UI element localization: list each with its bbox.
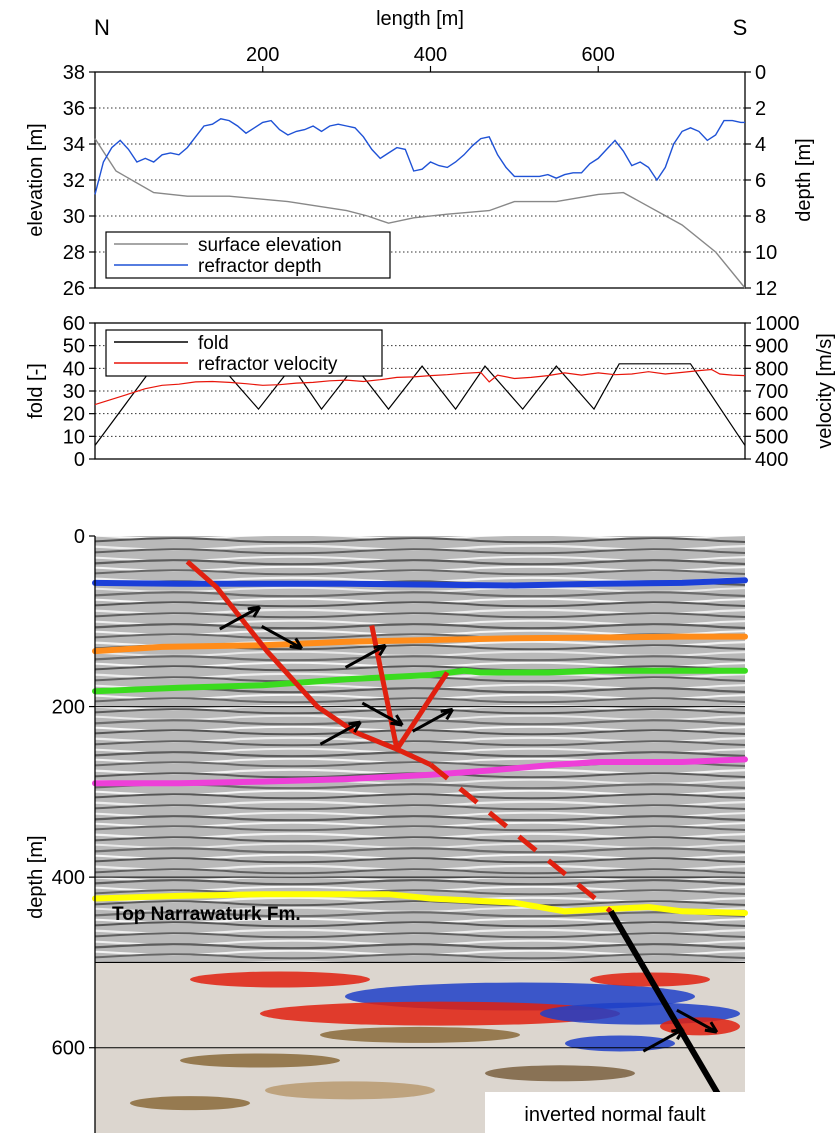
annotation-box [485,1092,745,1133]
y-tick-label-right: 1000 [755,313,800,335]
y-tick-label-left: 32 [63,170,85,192]
x-tick-label: 400 [414,44,447,66]
y-axis-title-left: fold [-] [25,363,47,419]
elevation-panel: 26 28 30 32 34 36 38 0 2 4 6 8 10 12 200 400 600 length [… [25,8,815,300]
y-axis-title-right: depth [m] [793,138,815,221]
series-line-refractor-depth [94,118,745,195]
y-axis-title-right: velocity [m/s] [814,333,836,449]
y-tick-label-left: 36 [63,98,85,120]
annotation-label: inverted normal fault [524,1104,706,1126]
shear-arrow [642,1027,685,1053]
y-tick-label-right: 6 [755,170,766,192]
seismic-image-upper [95,536,745,963]
x-tick-label: 600 [582,44,615,66]
main-fault-dashed [428,762,613,914]
y-axis-title-left: elevation [m] [25,123,47,236]
horizon-line [92,756,748,787]
y-tick-label-left: 50 [63,336,85,358]
seismic-amplitude-blob [485,1065,635,1082]
legend-label: refractor velocity [198,354,338,375]
y-tick-label-left: 40 [63,358,85,380]
seismic-amplitude-blob [260,1001,620,1026]
y-tick-label-left: 28 [63,242,85,264]
horizon-line [92,577,748,589]
y-tick-label-left: 30 [63,381,85,403]
horizon-line [92,667,748,695]
y-tick-label-right: 4 [755,134,766,156]
y-tick-label: 200 [52,697,85,719]
horizon-line [92,891,748,916]
legend-label: fold [198,333,229,354]
shear-arrow [676,1008,719,1034]
seismic-amplitude-blob [180,1053,340,1068]
shear-arrow [260,625,303,650]
y-tick-label: 0 [74,526,85,548]
y-tick-label-left: 34 [63,134,85,156]
y-tick-label-left: 60 [63,313,85,335]
north-label: N [94,15,110,40]
legend-label: surface elevation [198,235,342,256]
y-tick-label-right: 0 [755,62,766,84]
seismic-amplitude-blob [320,1026,520,1043]
y-tick-label-right: 400 [755,449,788,471]
shear-arrow [411,707,454,733]
horizon-label: Top Narrawaturk Fm. [112,904,301,925]
y-tick-label-left: 26 [63,278,85,300]
series-line-fold [94,363,746,446]
y-tick-label-right: 700 [755,381,788,403]
y-tick-label-right: 600 [755,404,788,426]
south-label: S [733,15,748,40]
horizon-line [92,633,748,655]
y-tick-label-right: 8 [755,206,766,228]
y-tick-label-left: 30 [63,206,85,228]
shear-arrow [319,720,362,746]
y-tick-label-right: 900 [755,336,788,358]
seismic-amplitude-blob [130,1096,250,1111]
y-tick-label-right: 800 [755,358,788,380]
splay-fault-2 [394,671,450,751]
y-tick-label-left: 0 [74,449,85,471]
x-tick-label: 200 [246,44,279,66]
shear-arrow [361,701,404,727]
y-tick-label: 400 [52,867,85,889]
y-tick-label: 600 [52,1038,85,1060]
shear-arrow [344,643,387,669]
y-tick-label-right: 2 [755,98,766,120]
shear-arrow [219,605,262,631]
y-axis-title: depth [m] [25,835,47,918]
y-tick-label-left: 20 [63,404,85,426]
series-line-surface-elevation [94,138,746,289]
y-tick-label-right: 12 [755,278,777,300]
seismic-panel: 0 200 400 600 depth [m] Top Narrawaturk Fm. in… [25,526,748,1133]
seismic-amplitude-blob [190,971,370,988]
legend-box [105,329,383,377]
legend-label: refractor depth [198,256,322,277]
x-axis-title: length [m] [376,8,464,30]
series-line-refractor-velocity [94,368,746,406]
y-tick-label-right: 10 [755,242,777,264]
legend-box [105,231,391,279]
y-tick-label-right: 500 [755,426,788,448]
seismic-amplitude-blob [265,1081,435,1100]
y-tick-label-left: 38 [63,62,85,84]
y-tick-label-left: 10 [63,426,85,448]
